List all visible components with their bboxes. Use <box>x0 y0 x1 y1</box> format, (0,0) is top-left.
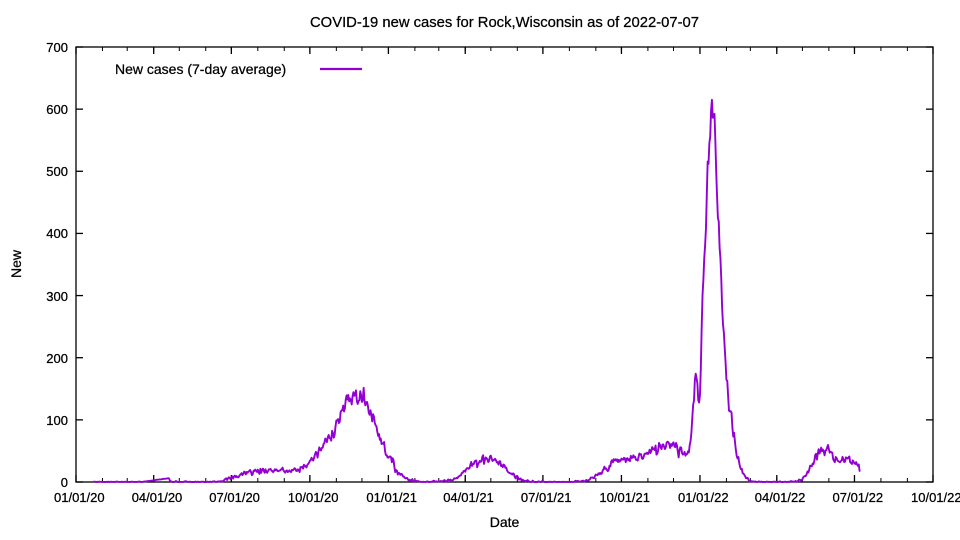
svg-text:New: New <box>8 249 24 278</box>
